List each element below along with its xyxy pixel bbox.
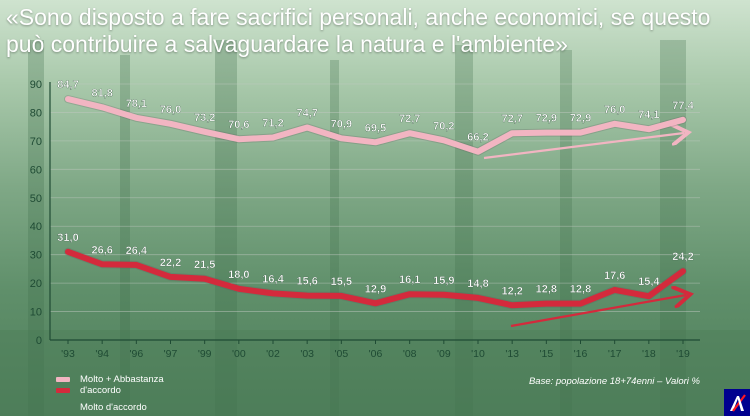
axa-logo-mark <box>730 394 746 412</box>
x-tick-label: '99 <box>198 348 212 360</box>
data-label: 18,0 <box>228 269 249 281</box>
legend-label: d'accordo <box>80 385 121 396</box>
data-label: 24,2 <box>672 251 693 263</box>
data-label: 17,6 <box>604 270 625 282</box>
data-label: 15,5 <box>331 276 352 288</box>
data-label: 72,7 <box>501 113 522 125</box>
x-tick-label: '15 <box>539 348 553 360</box>
x-tick-label: '94 <box>95 348 109 360</box>
data-label: 72,9 <box>536 113 557 125</box>
x-tick-label: '08 <box>403 348 417 360</box>
data-label: 69,5 <box>365 122 386 134</box>
x-tick-label: '13 <box>505 348 519 360</box>
x-tick-label: '18 <box>642 348 656 360</box>
data-label: 84,7 <box>57 79 78 91</box>
data-label: 78,1 <box>126 98 147 110</box>
data-label: 22,2 <box>160 257 181 269</box>
data-label: 12,8 <box>570 284 591 296</box>
trend-arrow-top <box>483 133 684 160</box>
legend-swatch <box>56 388 70 393</box>
data-label: 70,6 <box>228 119 249 131</box>
y-tick-label: 10 <box>30 307 42 319</box>
legend-label: Molto + Abbastanza <box>80 374 164 385</box>
x-tick-label: '97 <box>164 348 178 360</box>
y-tick-label: 0 <box>36 335 42 347</box>
data-label: 76,0 <box>604 104 625 116</box>
x-tick-label: '05 <box>334 348 348 360</box>
axa-logo <box>724 389 750 416</box>
y-tick-label: 50 <box>30 193 42 205</box>
series-line-molto-accordo <box>65 248 686 309</box>
data-label: 26,6 <box>91 244 112 256</box>
data-label: 12,2 <box>501 285 522 297</box>
y-tick-label: 40 <box>30 221 42 233</box>
x-tick-label: '09 <box>437 348 451 360</box>
data-label: 12,8 <box>536 284 557 296</box>
data-label: 70,9 <box>331 118 352 130</box>
data-label: 76,0 <box>160 104 181 116</box>
trend-arrow-bottom <box>510 295 686 328</box>
data-label: 74,7 <box>296 108 317 120</box>
data-label: 15,4 <box>638 276 660 288</box>
y-tick-label: 20 <box>30 278 42 290</box>
x-tick-label: '93 <box>61 348 75 360</box>
data-label: 70,2 <box>433 120 454 132</box>
data-label: 72,9 <box>570 113 591 125</box>
y-tick-label: 80 <box>30 107 42 119</box>
data-label: 66,2 <box>467 132 488 144</box>
data-label: 16,1 <box>399 274 420 286</box>
data-label: 73,2 <box>194 112 215 124</box>
x-tick-label: '19 <box>676 348 690 360</box>
data-label: 77,4 <box>672 100 694 112</box>
data-label: 14,8 <box>467 278 488 290</box>
y-tick-label: 90 <box>30 79 42 91</box>
series-line-molto-abbastanza <box>65 96 686 155</box>
x-tick-label: '17 <box>608 348 622 360</box>
base-note: Base: popolazione 18+74enni – Valori % <box>528 376 700 387</box>
data-label: 12,9 <box>365 283 386 295</box>
data-label: 26,4 <box>126 245 148 257</box>
y-tick-label: 60 <box>30 164 42 176</box>
data-label: 15,9 <box>433 275 454 287</box>
chart-title: «Sono disposto a fare sacrifici personal… <box>6 4 711 57</box>
data-label: 74,1 <box>638 109 659 121</box>
x-tick-label: '06 <box>369 348 383 360</box>
data-label: 81,8 <box>91 87 112 99</box>
data-label: 15,6 <box>296 276 317 288</box>
data-label: 31,0 <box>57 232 78 244</box>
y-tick-label: 70 <box>30 136 42 148</box>
data-label: 71,2 <box>262 117 283 129</box>
y-tick-label: 30 <box>30 250 42 262</box>
data-label: 21,5 <box>194 259 215 271</box>
x-tick-label: '96 <box>129 348 143 360</box>
data-label: 16,4 <box>262 273 284 285</box>
x-tick-label: '10 <box>471 348 485 360</box>
legend-label: Molto d'accordo <box>80 402 147 413</box>
x-tick-label: '00 <box>232 348 246 360</box>
data-label: 72,7 <box>399 113 420 125</box>
legend-swatch <box>56 377 70 382</box>
x-tick-label: '16 <box>574 348 588 360</box>
x-tick-label: '03 <box>300 348 314 360</box>
x-tick-label: '02 <box>266 348 280 360</box>
